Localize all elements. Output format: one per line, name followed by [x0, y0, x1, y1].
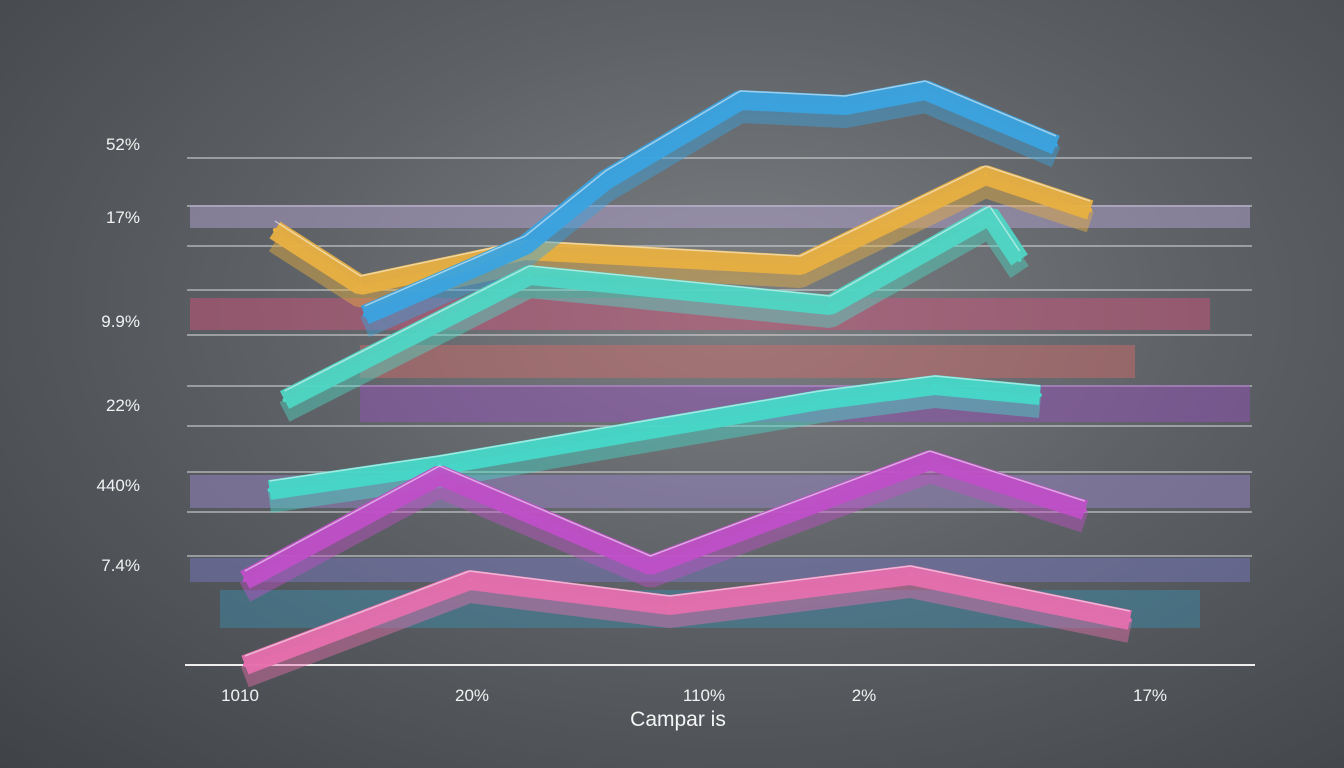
data-point-magenta [1082, 508, 1087, 512]
data-point-blue [603, 178, 608, 182]
data-point-gold [272, 228, 277, 232]
data-point-blue [923, 88, 928, 92]
series-gold-line [269, 165, 1094, 295]
series-blue-highlight [364, 80, 1057, 307]
data-point-magenta [437, 473, 442, 477]
x-tick-label: 1010 [221, 686, 259, 705]
series-cyan-highlight [269, 375, 1041, 482]
y-tick-label: 440% [96, 476, 140, 495]
series-blue-shadow [360, 91, 1061, 338]
y-tick-label: 22% [105, 396, 140, 415]
series-gold-shadow [268, 176, 1094, 308]
data-point-cyan [267, 488, 272, 492]
y-tick-label: 9.9% [101, 312, 140, 331]
y-tick-label: 7.4% [101, 556, 140, 575]
data-point-blue [523, 243, 528, 247]
series-cyan-shadow [267, 386, 1041, 513]
series-teal-highlight [284, 205, 1021, 392]
series-pink-shadow [241, 576, 1133, 688]
data-point-gold [358, 283, 363, 287]
data-point-gold [983, 173, 988, 177]
series-magenta-shadow [239, 461, 1089, 602]
data-point-magenta [927, 458, 932, 462]
data-point-cyan [817, 398, 822, 402]
data-point-gold [798, 263, 803, 267]
data-point-pink [242, 663, 247, 667]
series-gold-highlight [274, 165, 1091, 277]
data-point-blue [1053, 143, 1058, 147]
data-point-pink [908, 573, 913, 577]
data-point-magenta [242, 578, 247, 582]
data-point-magenta [648, 563, 653, 567]
data-point-gold [1088, 208, 1093, 212]
series-pink-highlight [244, 565, 1130, 657]
data-point-teal [527, 273, 532, 277]
data-point-blue [843, 103, 848, 107]
data-point-cyan [933, 383, 938, 387]
data-point-teal [828, 303, 833, 307]
data-point-pink [1127, 618, 1132, 622]
data-point-teal [987, 213, 992, 217]
data-point-teal [282, 398, 287, 402]
x-tick-label: 20% [454, 686, 490, 705]
data-point-pink [667, 603, 672, 607]
y-tick-label: 17% [105, 208, 140, 227]
background-band [190, 298, 1210, 330]
x-tick-label: 17% [1132, 686, 1168, 705]
background-band [360, 345, 1135, 378]
data-point-blue [738, 98, 743, 102]
x-tick-label: 2% [851, 686, 877, 705]
x-tick-label: 110% [682, 686, 726, 705]
series-magenta-highlight [244, 450, 1086, 572]
y-tick-label: 52% [105, 135, 140, 154]
data-point-teal [1017, 258, 1022, 262]
data-point-blue [362, 313, 367, 317]
data-point-cyan [1037, 393, 1042, 397]
data-point-pink [467, 578, 472, 582]
x-axis-title: Campar is [630, 708, 726, 731]
background-band [190, 558, 1250, 582]
